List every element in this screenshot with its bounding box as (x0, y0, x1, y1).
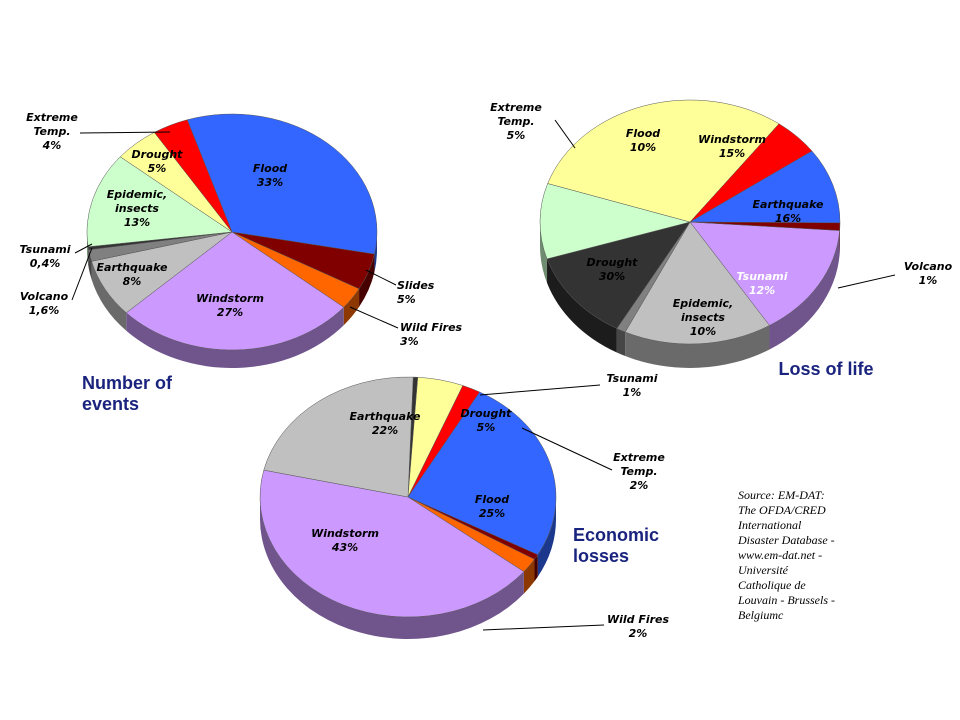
pie-slice-earthquake (263, 376, 414, 498)
pie-slice-tsunami (546, 221, 691, 329)
leader-line (837, 274, 896, 289)
slice-label-wild-fires: Wild Fires 2% (607, 613, 670, 640)
slice-label-volcano: Volcano 1,6% (20, 290, 69, 317)
slice-label-earthquake: Earthquake 8% (97, 261, 169, 288)
source-line: Source: EM-DAT: (738, 488, 825, 502)
pie-slice-epidemic (86, 156, 233, 248)
pie-side-unlabeled (534, 554, 538, 582)
slice-label-windstorm: Windstorm 15% (698, 133, 766, 160)
leader-line (79, 131, 171, 134)
slice-label-windstorm: Windstorm 43% (311, 527, 379, 554)
slice-label-slides: Slides 5% (397, 279, 435, 306)
pie-side-earthquake (91, 261, 127, 331)
slice-label-drought: Drought 5% (461, 407, 513, 434)
slice-label-earthquake: Earthquake 22% (350, 410, 422, 437)
slice-label-flood: Flood 10% (626, 127, 660, 154)
source-line: Belgiumc (738, 608, 784, 622)
pie-side-windstorm (260, 497, 524, 640)
pie-chart-economic-losses: Tsunami 1% Drought 5% Extreme Temp. 2% Flood 25%… (259, 372, 670, 640)
pie-side-volcano (88, 249, 92, 280)
pie-slice-windstorm (259, 469, 525, 618)
pie-slice-windstorm (689, 221, 840, 326)
source-line: Louvain - Brussels - (738, 593, 835, 607)
slice-label-extreme: Extreme Temp. 4% (26, 111, 78, 152)
pie-slice-unlabeled (689, 221, 841, 231)
pie-side-walls (260, 497, 556, 640)
pie-slice-epidemic (539, 183, 691, 260)
pie-side-walls (540, 222, 840, 368)
slice-label-epidemic: Epidemic, insects 13% (107, 188, 167, 229)
leader-line (479, 384, 601, 396)
leader-line (365, 269, 397, 286)
slice-label-epidemic: Epidemic, insects 10% (673, 297, 733, 338)
leader-line (521, 427, 613, 471)
pie-side-wild-fires (343, 288, 360, 326)
slice-label-drought: Drought 5% (132, 148, 184, 175)
slice-label-tsunami: Tsunami 1% (606, 372, 657, 399)
pie-side-wild-fires (523, 559, 535, 594)
pie-side-epidemic (540, 222, 548, 283)
slice-label-windstorm: Windstorm 27% (196, 292, 264, 319)
leader-line (74, 243, 93, 254)
pie-side-tsunami (547, 258, 617, 353)
leader-line (71, 247, 93, 301)
slice-label-drought: Drought 30% (587, 256, 639, 283)
slice-label-extreme: Extreme Temp. 2% (613, 451, 665, 492)
slice-label-earthquake: Earthquake 16% (753, 198, 825, 225)
slice-label-flood: Flood 33% (253, 162, 287, 189)
pie-slice-earthquake (624, 221, 770, 345)
chart-title-economic-losses: Economic losses (573, 525, 659, 566)
source-line: Catholique de (738, 578, 806, 592)
leader-line (554, 119, 576, 149)
slice-label-tsunami: Tsunami 12% (736, 270, 787, 297)
source-line: www.em-dat.net - (738, 548, 823, 562)
pie-side-flood (374, 232, 377, 273)
leader-line (482, 624, 605, 631)
slice-label-wild-fires: Wild Fires 3% (400, 321, 463, 348)
pie-side-windstorm (769, 230, 840, 350)
pie-side-volcano (616, 328, 626, 357)
slice-label-tsunami: Tsunami 0,4% (19, 243, 70, 270)
pie-chart-loss-of-life: Windstorm 15% Earthquake 16% Volcano 1% Tsunam… (490, 99, 953, 379)
chart-title-events: Number of events (82, 373, 173, 414)
pie-slice-drought (547, 99, 780, 223)
source-note: Source: EM-DAT: The OFDA/CRED Internatio… (738, 488, 858, 623)
slice-label-flood: Flood 25% (475, 493, 509, 520)
source-line: The OFDA/CRED (738, 503, 826, 517)
slice-label-extreme: Extreme Temp. 5% (490, 101, 542, 142)
pie-slice-windstorm (125, 231, 345, 351)
pie-side-earthquake (625, 325, 770, 368)
pie-slice-flood (407, 391, 557, 556)
source-line: Université (738, 563, 788, 577)
source-line: International (738, 518, 802, 532)
pie-side-windstorm (126, 307, 344, 368)
slice-label-volcano: Volcano 1% (904, 260, 953, 287)
chart-title-loss-of-life: Loss of life (778, 359, 873, 379)
pie-slice-flood (689, 150, 841, 224)
pie-side-flood (537, 497, 556, 577)
pie-chart-events: Flood 33% Slides 5% Wild Fires 3% Windstorm 27%… (19, 111, 462, 414)
pie-slice-flood (186, 113, 378, 255)
source-line: Disaster Database - (738, 533, 835, 547)
leader-line (349, 306, 399, 329)
